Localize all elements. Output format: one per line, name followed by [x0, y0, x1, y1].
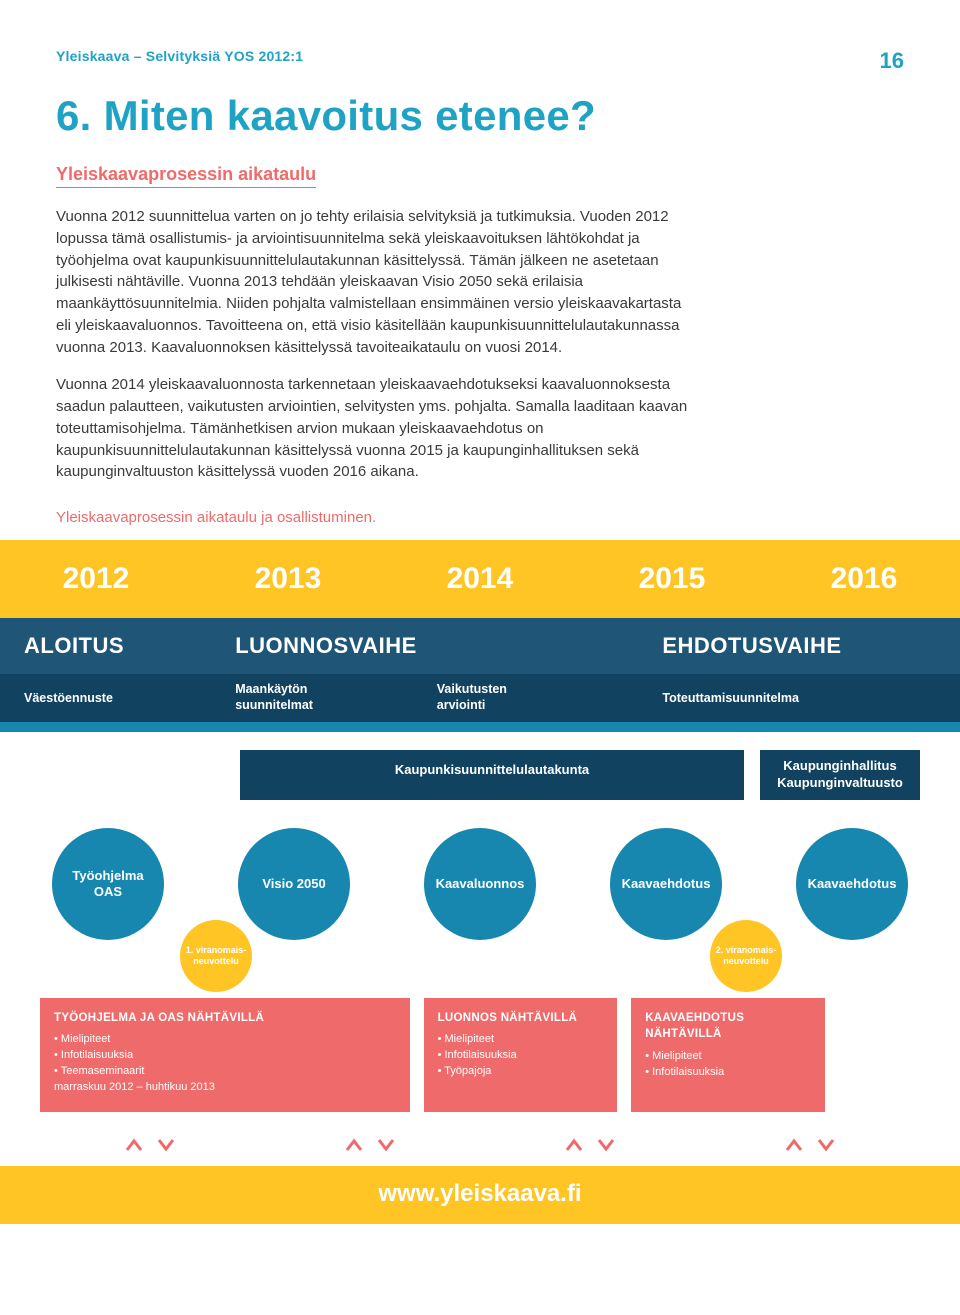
small-circle-consult-1: 1. viranomais- neuvottelu — [180, 920, 252, 992]
timeline-body: Kaupunkisuunnittelulautakunta Kaupunginh… — [0, 750, 960, 1152]
timeline-infographic: 2012 2013 2014 2015 2016 ALOITUS LUONNOS… — [0, 540, 960, 1224]
board-row: Kaupunkisuunnittelulautakunta Kaupunginh… — [40, 750, 920, 800]
box-proposal-display: KAAVAEHDOTUS NÄHTÄVILLÄ • Mielipiteet • … — [631, 998, 825, 1112]
year-cell: 2013 — [192, 540, 384, 618]
year-cell: 2016 — [768, 540, 960, 618]
chevron-up-icon — [345, 1138, 363, 1152]
chevron-up-icon — [565, 1138, 583, 1152]
years-row: 2012 2013 2014 2015 2016 — [0, 540, 960, 618]
box-items: • Mielipiteet • Infotilaisuuksia — [645, 1049, 811, 1081]
chevron-down-icon — [157, 1138, 175, 1152]
chevron-pair — [785, 1138, 835, 1152]
page-title: 6. Miten kaavoitus etenee? — [56, 92, 904, 140]
chevron-pair — [565, 1138, 615, 1152]
footer-url: www.yleiskaava.fi — [0, 1166, 960, 1224]
section-subtitle: Yleiskaavaprosessin aikataulu — [56, 164, 316, 188]
box-workplan-display: TYÖOHJELMA JA OAS NÄHTÄVILLÄ • Mielipite… — [40, 998, 410, 1112]
header-left: Yleiskaava – Selvityksiä YOS 2012:1 — [56, 48, 303, 74]
sub-population: Väestöennuste — [0, 691, 211, 705]
circle-workplan: Työohjelma OAS — [52, 828, 164, 940]
small-circle-consult-2: 2. viranomais- neuvottelu — [710, 920, 782, 992]
figure-caption: Yleiskaavaprosessin aikataulu ja osallis… — [56, 509, 904, 526]
phase-row: ALOITUS LUONNOSVAIHE EHDOTUSVAIHE — [0, 618, 960, 674]
display-boxes: TYÖOHJELMA JA OAS NÄHTÄVILLÄ • Mielipite… — [40, 998, 920, 1112]
year-cell: 2014 — [384, 540, 576, 618]
sub-impact: Vaikutusten arviointi — [413, 682, 615, 713]
box-items: • Mielipiteet • Infotilaisuuksia • Työpa… — [438, 1032, 604, 1080]
phase-proposal: EHDOTUSVAIHE — [614, 618, 960, 674]
body-paragraph-2: Vuonna 2014 yleiskaavaluonnosta tarkenne… — [56, 374, 696, 483]
chevron-down-icon — [817, 1138, 835, 1152]
phase-start: ALOITUS — [0, 618, 211, 674]
box-title: TYÖOHJELMA JA OAS NÄHTÄVILLÄ — [54, 1010, 396, 1027]
chevron-pair — [345, 1138, 395, 1152]
box-items: • Mielipiteet • Infotilaisuuksia • Teema… — [54, 1032, 396, 1096]
chevron-pair — [125, 1138, 175, 1152]
chevron-row — [40, 1138, 920, 1152]
chevron-down-icon — [597, 1138, 615, 1152]
year-cell: 2015 — [576, 540, 768, 618]
year-cell: 2012 — [0, 540, 192, 618]
board-planning-committee: Kaupunkisuunnittelulautakunta — [240, 750, 744, 800]
chevron-up-icon — [785, 1138, 803, 1152]
phase-draft: LUONNOSVAIHE — [211, 618, 614, 674]
circle-proposal-2: Kaavaehdotus — [796, 828, 908, 940]
body-paragraph-1: Vuonna 2012 suunnittelua varten on jo te… — [56, 206, 696, 358]
subphase-row: Väestöennuste Maankäytön suunnitelmat Va… — [0, 674, 960, 722]
circle-proposal-1: Kaavaehdotus — [610, 828, 722, 940]
running-header: Yleiskaava – Selvityksiä YOS 2012:1 16 — [56, 48, 904, 74]
circle-draft: Kaavaluonnos — [424, 828, 536, 940]
circle-visio2050: Visio 2050 — [238, 828, 350, 940]
sub-landuse: Maankäytön suunnitelmat — [211, 682, 413, 713]
sub-implementation: Toteuttamisuunnitelma — [614, 691, 960, 705]
accent-stripe — [0, 722, 960, 732]
page-number: 16 — [880, 48, 904, 74]
box-title: LUONNOS NÄHTÄVILLÄ — [438, 1010, 604, 1027]
chevron-down-icon — [377, 1138, 395, 1152]
box-title: KAAVAEHDOTUS NÄHTÄVILLÄ — [645, 1010, 811, 1043]
page: Yleiskaava – Selvityksiä YOS 2012:1 16 6… — [0, 0, 960, 526]
box-draft-display: LUONNOS NÄHTÄVILLÄ • Mielipiteet • Infot… — [424, 998, 618, 1112]
chevron-up-icon — [125, 1138, 143, 1152]
milestone-circles: Työohjelma OAS Visio 2050 Kaavaluonnos K… — [40, 828, 920, 940]
authority-consult-row: 1. viranomais- neuvottelu 2. viranomais-… — [40, 938, 920, 996]
board-city-council: Kaupunginhallitus Kaupunginvaltuusto — [760, 750, 920, 800]
